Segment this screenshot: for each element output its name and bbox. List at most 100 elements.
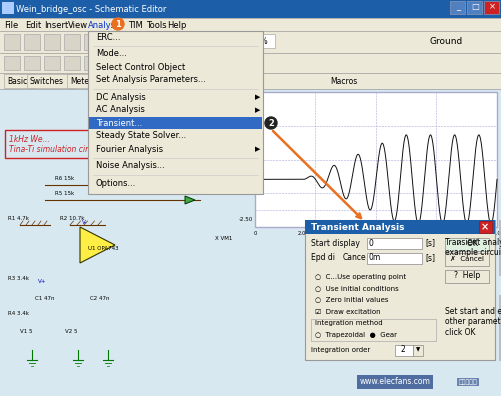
- FancyBboxPatch shape: [4, 34, 20, 50]
- Text: Fourier Analysis: Fourier Analysis: [96, 145, 163, 154]
- Text: 100%: 100%: [245, 36, 267, 46]
- Text: X VM1: X VM1: [214, 236, 232, 241]
- FancyBboxPatch shape: [412, 345, 422, 356]
- FancyBboxPatch shape: [144, 56, 160, 70]
- Text: R5 15k: R5 15k: [55, 191, 74, 196]
- FancyBboxPatch shape: [2, 2, 14, 14]
- FancyBboxPatch shape: [0, 73, 501, 89]
- Text: ×: ×: [487, 2, 494, 11]
- Text: Set Analysis Parameters...: Set Analysis Parameters...: [96, 76, 205, 84]
- Text: Set start and end times, and
other parameters. Then
click OK: Set start and end times, and other param…: [444, 307, 501, 337]
- FancyBboxPatch shape: [444, 270, 488, 283]
- Text: Help: Help: [167, 21, 186, 29]
- Text: ×: ×: [480, 222, 488, 232]
- FancyBboxPatch shape: [0, 31, 501, 53]
- Text: Analysis: Analysis: [88, 21, 123, 29]
- Text: ○  Zero initial values: ○ Zero initial values: [314, 296, 388, 302]
- Polygon shape: [185, 181, 194, 189]
- Text: Transient analysis from the
example circuit is displayed.: Transient analysis from the example circ…: [444, 238, 501, 257]
- FancyBboxPatch shape: [27, 74, 73, 88]
- Text: [s]: [s]: [424, 238, 434, 248]
- Text: 0: 0: [368, 238, 373, 248]
- Text: ERC...: ERC...: [96, 32, 120, 42]
- Text: R3 3.4k: R3 3.4k: [8, 276, 29, 281]
- FancyBboxPatch shape: [84, 56, 100, 70]
- Polygon shape: [185, 196, 194, 204]
- FancyBboxPatch shape: [0, 89, 501, 396]
- Text: R2 10.7k: R2 10.7k: [60, 216, 84, 221]
- Text: Switches: Switches: [30, 76, 64, 86]
- Text: Noise Analysis...: Noise Analysis...: [96, 162, 164, 171]
- Text: 6.0e: 6.0e: [394, 231, 405, 236]
- Text: Transient...: Transient...: [96, 118, 142, 128]
- FancyBboxPatch shape: [4, 56, 20, 70]
- Text: Edit: Edit: [25, 21, 41, 29]
- Text: 10.0e: 10.0e: [488, 231, 501, 236]
- Text: C1 47n: C1 47n: [35, 296, 55, 301]
- Text: TIM: TIM: [128, 21, 142, 29]
- Text: 2: 2: [268, 119, 274, 128]
- FancyBboxPatch shape: [0, 53, 501, 73]
- Text: R4 3.4k: R4 3.4k: [8, 311, 29, 316]
- Text: ▶: ▶: [255, 146, 260, 152]
- Text: 1: 1: [115, 20, 121, 29]
- Text: AC Analysis: AC Analysis: [96, 105, 145, 114]
- FancyBboxPatch shape: [124, 56, 140, 70]
- Text: _: _: [455, 2, 459, 11]
- FancyBboxPatch shape: [255, 92, 496, 227]
- Text: 电子发烧友: 电子发烧友: [458, 379, 476, 385]
- Text: Integration order: Integration order: [311, 347, 370, 353]
- FancyBboxPatch shape: [64, 34, 80, 50]
- Text: V-: V-: [82, 221, 87, 225]
- Text: □: □: [470, 2, 478, 11]
- FancyBboxPatch shape: [483, 1, 498, 14]
- Text: ?  Help: ? Help: [453, 272, 479, 280]
- Text: ○  C...Use operating point: ○ C...Use operating point: [314, 274, 405, 280]
- Text: D2 1N4148: D2 1N4148: [155, 176, 186, 181]
- FancyBboxPatch shape: [366, 238, 421, 249]
- FancyBboxPatch shape: [478, 221, 491, 233]
- FancyBboxPatch shape: [394, 345, 412, 356]
- Text: 2: 2: [400, 345, 405, 354]
- FancyBboxPatch shape: [366, 253, 421, 264]
- Text: V2 5: V2 5: [65, 329, 77, 334]
- Text: ✗  Cancel: ✗ Cancel: [449, 256, 483, 262]
- Text: 0.00: 0.00: [240, 177, 253, 182]
- FancyBboxPatch shape: [44, 56, 60, 70]
- Text: Steady State Solver...: Steady State Solver...: [96, 131, 186, 141]
- Text: Epd di: Epd di: [311, 253, 334, 263]
- Text: Transient Analysis: Transient Analysis: [311, 223, 404, 232]
- Text: R6 15k: R6 15k: [55, 176, 74, 181]
- Text: C2 47n: C2 47n: [90, 296, 109, 301]
- FancyBboxPatch shape: [44, 34, 60, 50]
- Text: 5.00: 5.00: [240, 97, 253, 103]
- Text: Integration method: Integration method: [314, 320, 382, 326]
- Text: ✓  OK: ✓ OK: [455, 240, 477, 249]
- FancyBboxPatch shape: [64, 56, 80, 70]
- Text: View: View: [68, 21, 88, 29]
- FancyBboxPatch shape: [0, 18, 501, 31]
- Text: Cance: Cance: [342, 253, 366, 263]
- FancyBboxPatch shape: [444, 238, 488, 251]
- FancyBboxPatch shape: [498, 220, 499, 275]
- Text: ▶: ▶: [255, 107, 260, 113]
- Text: 1kHz We...: 1kHz We...: [9, 135, 50, 143]
- Text: www.elecfans.com: www.elecfans.com: [359, 377, 429, 386]
- FancyBboxPatch shape: [4, 74, 35, 88]
- Text: File: File: [4, 21, 18, 29]
- Text: Macros: Macros: [329, 76, 357, 86]
- Text: R1 4.7k: R1 4.7k: [8, 216, 29, 221]
- Text: Tools: Tools: [146, 21, 166, 29]
- Text: Ground: Ground: [429, 36, 462, 46]
- Text: Voltage (V): Voltage (V): [234, 142, 239, 177]
- Text: 0m: 0m: [368, 253, 380, 263]
- Text: U1 OPA743: U1 OPA743: [88, 246, 118, 251]
- FancyBboxPatch shape: [498, 295, 499, 360]
- Text: Select Control Object: Select Control Object: [96, 63, 185, 72]
- Text: 8.0e: 8.0e: [442, 231, 453, 236]
- FancyBboxPatch shape: [88, 31, 263, 194]
- FancyBboxPatch shape: [466, 1, 481, 14]
- FancyBboxPatch shape: [239, 34, 275, 48]
- Circle shape: [112, 18, 124, 30]
- Circle shape: [265, 117, 277, 129]
